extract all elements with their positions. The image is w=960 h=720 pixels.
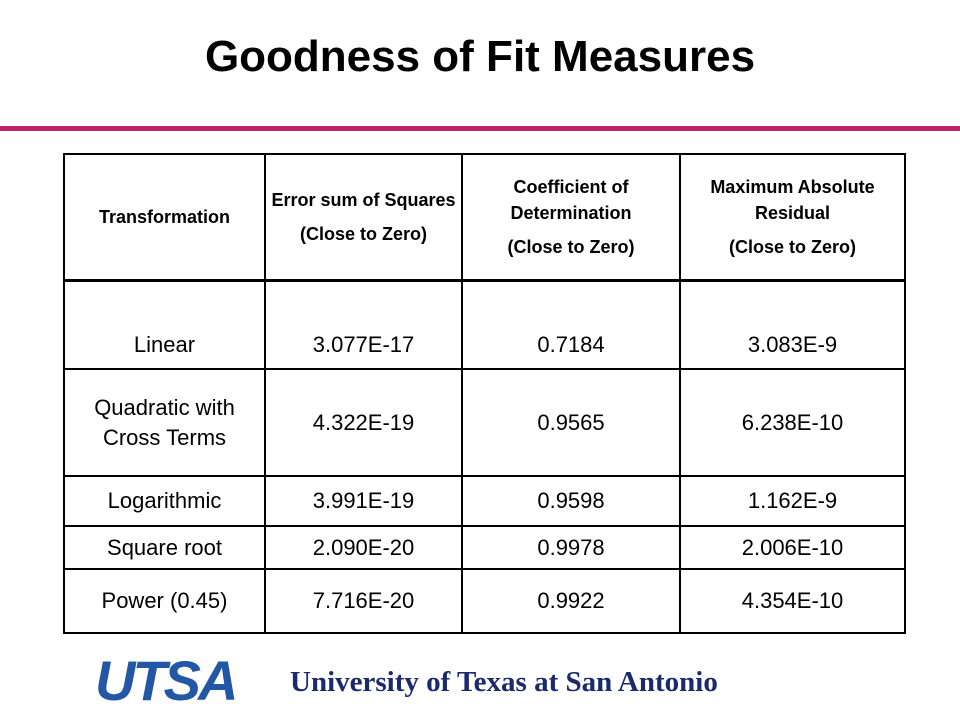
logo: UTSA <box>95 649 238 712</box>
row-label: Logarithmic <box>63 475 266 527</box>
header-row: Transformation Error sum of Squares (Clos… <box>63 153 906 282</box>
table-row: Quadratic with Cross Terms 4.322E-19 0.956… <box>63 368 906 477</box>
column-label: Maximum Absolute Residual <box>710 177 875 223</box>
slide-title: Goodness of Fit Measures <box>204 32 756 81</box>
row-label: Quadratic with Cross Terms <box>63 368 266 477</box>
table-row: Power (0.45) 7.716E-20 0.9922 4.354E-10 <box>63 568 906 634</box>
divider <box>0 126 960 131</box>
fit-table: Transformation Error sum of Squares (Clos… <box>63 153 906 634</box>
cell: 4.322E-19 <box>264 368 463 477</box>
table-row: Logarithmic 3.991E-19 0.9598 1.162E-9 <box>63 475 906 527</box>
column-header: Error sum of Squares (Close to Zero) <box>264 153 463 282</box>
cell: 0.9565 <box>461 368 681 477</box>
cell: 0.9922 <box>461 568 681 634</box>
column-note: (Close to Zero) <box>728 237 856 257</box>
table-row: Linear 3.077E-17 0.7184 3.083E-9 <box>63 279 906 370</box>
column-note: (Close to Zero) <box>299 224 427 244</box>
cell: 0.9978 <box>461 525 681 570</box>
row-label: Power (0.45) <box>63 568 266 634</box>
cell: 7.716E-20 <box>264 568 463 634</box>
cell: 1.162E-9 <box>679 475 906 527</box>
column-label: Transformation <box>98 207 231 227</box>
column-header: Coefficient of Determination (Close to Ze… <box>461 153 681 282</box>
column-label: Error sum of Squares <box>271 190 456 210</box>
cell: 2.090E-20 <box>264 525 463 570</box>
column-note: (Close to Zero) <box>507 237 635 257</box>
cell: 3.991E-19 <box>264 475 463 527</box>
cell: 0.9598 <box>461 475 681 527</box>
table-row: Square root 2.090E-20 0.9978 2.006E-10 <box>63 525 906 570</box>
cell: 3.077E-17 <box>264 279 463 370</box>
row-label: Linear <box>63 279 266 370</box>
column-label: Coefficient of Determination <box>510 177 632 223</box>
cell: 3.083E-9 <box>679 279 906 370</box>
column-header: Transformation <box>63 153 266 282</box>
cell: 6.238E-10 <box>679 368 906 477</box>
row-label: Square root <box>63 525 266 570</box>
footer-text: University of Texas at San Antonio <box>290 666 718 698</box>
cell: 2.006E-10 <box>679 525 906 570</box>
cell: 4.354E-10 <box>679 568 906 634</box>
cell: 0.7184 <box>461 279 681 370</box>
column-header: Maximum Absolute Residual (Close to Zero) <box>679 153 906 282</box>
